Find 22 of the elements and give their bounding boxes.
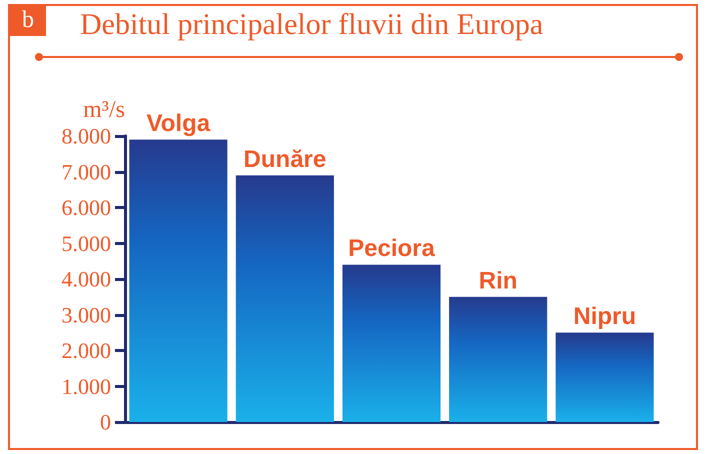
y-tick-label: 5.000 (62, 230, 111, 256)
x-tick-label: Dunăre (244, 146, 326, 173)
y-tick-label: 7.000 (62, 159, 111, 184)
x-tick-label: Nipru (573, 303, 636, 330)
y-tick-label: 8.000 (62, 124, 111, 148)
y-tick-label: 3.000 (62, 302, 111, 328)
y-tick-label: 1.000 (62, 374, 111, 399)
y-tick-label: 0 (100, 410, 111, 434)
bar (342, 264, 441, 422)
x-tick-label: Volga (146, 110, 211, 138)
bar (236, 175, 334, 422)
x-tick-label: Rin (478, 267, 518, 294)
chart-title: Debitul principalelor fluvii din Europa (80, 8, 544, 42)
y-tick-label: 6.000 (62, 195, 111, 220)
bar (129, 140, 228, 422)
bar (449, 296, 548, 422)
x-tick-label: Peciora (348, 235, 436, 262)
text: b (10, 6, 46, 36)
bar (556, 332, 654, 422)
y-tick-label: 4.000 (62, 266, 111, 292)
y-axis-title: m³/s (83, 97, 125, 123)
y-tick-label: 2.000 (62, 338, 111, 363)
